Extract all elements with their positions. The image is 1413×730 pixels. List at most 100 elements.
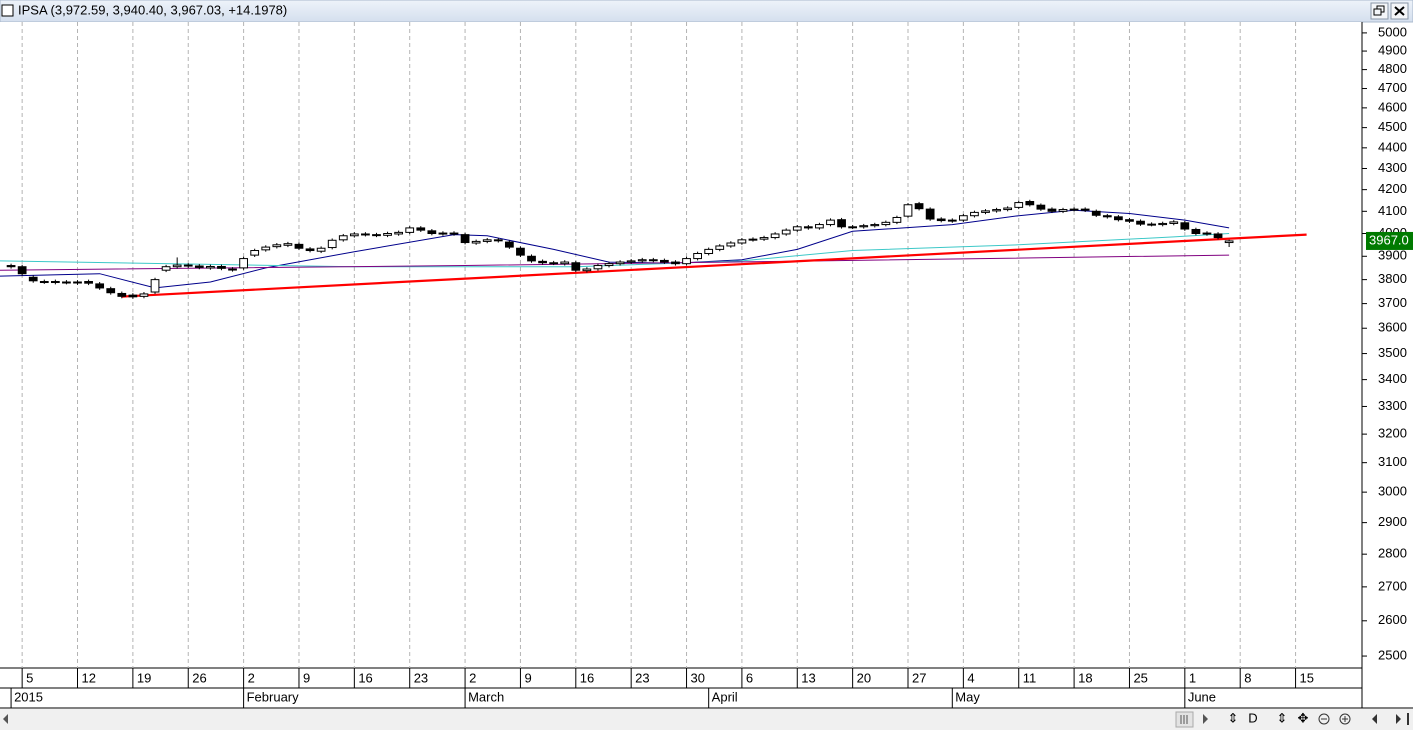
x-tick-label: 4 bbox=[967, 670, 974, 685]
x-tick-label: 12 bbox=[82, 670, 96, 685]
candle-body bbox=[1180, 222, 1190, 230]
y-tick-label: 2900 bbox=[1378, 514, 1407, 529]
candle-body bbox=[604, 263, 614, 267]
candle-body bbox=[172, 264, 182, 268]
y-tick-label: 3900 bbox=[1378, 248, 1407, 263]
candle-body bbox=[372, 234, 381, 237]
x-tick-label: 9 bbox=[303, 670, 310, 685]
zoom-in-button[interactable] bbox=[1339, 713, 1351, 725]
x-tick-label: 27 bbox=[912, 670, 926, 685]
month-label: June bbox=[1188, 689, 1216, 704]
y-tick-label: 4400 bbox=[1378, 139, 1407, 154]
candle-body bbox=[95, 283, 105, 289]
candle-body bbox=[992, 209, 1001, 212]
candle-body bbox=[250, 250, 260, 256]
close-button[interactable] bbox=[1390, 2, 1409, 20]
x-tick-label: 2 bbox=[248, 670, 255, 685]
candle-body bbox=[704, 248, 714, 255]
y-tick-label: 4700 bbox=[1378, 80, 1407, 95]
y-tick-label: 5000 bbox=[1378, 24, 1407, 39]
candle-body bbox=[715, 245, 725, 250]
candle-body bbox=[870, 224, 880, 227]
candle-body bbox=[781, 229, 791, 235]
candle-body bbox=[803, 226, 813, 229]
month-label: March bbox=[468, 689, 504, 704]
candle-body bbox=[460, 234, 470, 244]
candle-body bbox=[1213, 233, 1223, 239]
zoom-icon[interactable]: ⇕ bbox=[1228, 710, 1239, 725]
candle-body bbox=[261, 246, 271, 251]
x-tick-label: 16 bbox=[358, 670, 372, 685]
candle-body bbox=[438, 232, 448, 235]
candle-body bbox=[471, 240, 481, 244]
candle-body bbox=[903, 204, 913, 217]
candle-body bbox=[427, 230, 437, 235]
candle-body bbox=[1114, 216, 1123, 221]
scroll-bar[interactable] bbox=[0, 709, 1413, 730]
candle-body bbox=[571, 262, 581, 271]
candle-body bbox=[1069, 208, 1079, 211]
plot-marks bbox=[0, 199, 1307, 299]
candle-body bbox=[914, 203, 924, 210]
month-label: May bbox=[955, 689, 980, 704]
restore-button[interactable] bbox=[1370, 2, 1389, 20]
candle-body bbox=[527, 255, 536, 262]
candle-body bbox=[970, 211, 979, 217]
candle-body bbox=[792, 226, 802, 231]
y-tick-label: 4200 bbox=[1378, 181, 1407, 196]
period-button[interactable]: D bbox=[1248, 710, 1257, 725]
scroll-left[interactable] bbox=[3, 714, 8, 724]
candle-body bbox=[383, 233, 392, 236]
candle-body bbox=[881, 221, 891, 226]
candle-body bbox=[272, 244, 282, 248]
candle-body bbox=[671, 261, 680, 265]
x-tick-label: 13 bbox=[801, 670, 815, 685]
x-tick-label: 26 bbox=[192, 670, 206, 685]
candle-body bbox=[1125, 219, 1134, 222]
candle-body bbox=[449, 232, 459, 235]
candle-body bbox=[516, 247, 525, 256]
candle-body bbox=[1014, 202, 1024, 208]
y-tick-label: 3600 bbox=[1378, 320, 1407, 335]
grid bbox=[21, 22, 1297, 668]
y-tick-label: 2500 bbox=[1378, 647, 1407, 662]
candle-body bbox=[482, 239, 492, 242]
candle-body bbox=[504, 241, 514, 248]
month-label: February bbox=[247, 689, 300, 704]
candle-body bbox=[106, 288, 116, 294]
vertical-zoom[interactable]: ⇕ bbox=[1277, 710, 1288, 725]
move-button[interactable]: ✥ bbox=[1298, 710, 1309, 725]
candle-body bbox=[1091, 210, 1101, 216]
price-tag bbox=[1366, 231, 1413, 250]
candle-body bbox=[925, 208, 935, 220]
zoom-out-button[interactable] bbox=[1318, 713, 1330, 725]
candle-body bbox=[770, 233, 780, 239]
candle-body bbox=[17, 266, 27, 275]
candle-body bbox=[206, 265, 215, 269]
candle-body bbox=[726, 242, 736, 247]
x-tick-label: 11 bbox=[1023, 670, 1037, 685]
candle-body bbox=[593, 265, 603, 270]
y-tick-label: 2600 bbox=[1378, 612, 1407, 627]
candle-body bbox=[183, 264, 193, 267]
candle-body bbox=[981, 210, 990, 213]
axes: 2500 2600 2700 2800 2900 3000 3100 3200 3300 3400… bbox=[10, 24, 1413, 708]
x-tick-label: 5 bbox=[26, 670, 33, 685]
x-tick-label: 18 bbox=[1078, 670, 1092, 685]
candle-body bbox=[837, 219, 846, 228]
x-tick-label: 19 bbox=[137, 670, 151, 685]
candle-body bbox=[538, 260, 547, 264]
y-tick-label: 3100 bbox=[1378, 454, 1407, 469]
price-tag-label: 3967.0 bbox=[1369, 232, 1409, 247]
candle-body bbox=[493, 239, 503, 242]
candle-body bbox=[161, 266, 171, 271]
candle-body bbox=[194, 265, 204, 268]
page-right[interactable] bbox=[1396, 714, 1401, 724]
candle-body bbox=[759, 237, 769, 240]
candle-body bbox=[660, 259, 669, 263]
scroll-grip bbox=[1180, 715, 1188, 724]
x-tick-label: 25 bbox=[1133, 670, 1147, 685]
scroll-right[interactable] bbox=[1203, 714, 1208, 724]
candle-body bbox=[1191, 228, 1201, 235]
page-left[interactable] bbox=[1372, 714, 1377, 724]
